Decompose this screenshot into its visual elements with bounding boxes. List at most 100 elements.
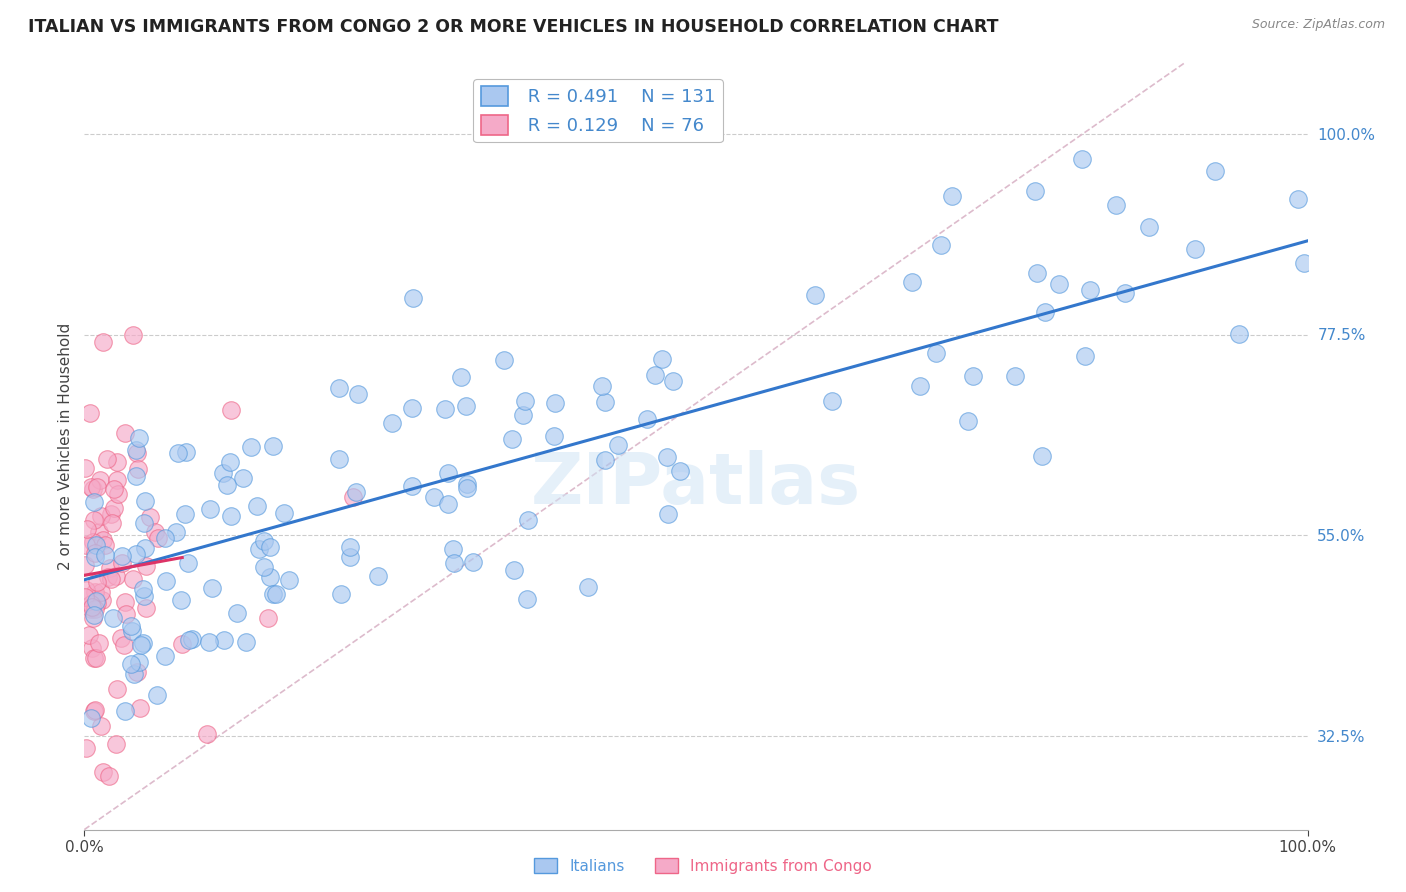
Point (1031, 449, 1053, 463)
Point (1204, 163, 1226, 178)
Point (176, 445, 198, 459)
Point (105, 682, 128, 697)
Point (262, 587, 284, 601)
Point (957, 414, 980, 428)
Point (96, 452, 118, 467)
Point (543, 429, 565, 443)
Point (100, 507, 122, 521)
Point (127, 665, 149, 679)
Point (232, 471, 254, 485)
Point (198, 635, 221, 649)
Point (134, 494, 156, 508)
Point (87, 524, 110, 539)
Point (1004, 369, 1026, 384)
Point (120, 657, 142, 671)
Point (155, 574, 177, 588)
Point (82, 482, 104, 496)
Point (90, 585, 112, 599)
Point (90, 719, 112, 733)
Point (97, 769, 120, 783)
Point (1227, 326, 1250, 341)
Point (139, 510, 162, 524)
Point (668, 464, 690, 478)
Point (114, 595, 136, 609)
Point (127, 461, 149, 475)
Point (77, 628, 100, 642)
Point (576, 581, 599, 595)
Point (135, 600, 157, 615)
Point (1074, 350, 1097, 364)
Point (177, 633, 200, 648)
Point (125, 468, 148, 483)
Point (111, 556, 134, 570)
Point (962, 368, 984, 383)
Point (80, 602, 103, 616)
Point (134, 541, 156, 556)
Point (83, 705, 105, 719)
Point (257, 611, 280, 625)
Point (328, 381, 350, 395)
Point (86, 575, 108, 590)
Point (344, 485, 367, 500)
Point (127, 446, 149, 460)
Point (122, 572, 145, 586)
Point (75, 740, 97, 755)
Point (177, 557, 200, 571)
Point (93, 533, 115, 548)
Point (219, 455, 242, 469)
Point (125, 547, 148, 561)
Point (401, 401, 423, 415)
Point (908, 379, 931, 393)
Point (264, 587, 287, 601)
Point (219, 508, 242, 523)
Point (89, 635, 111, 649)
Point (94, 537, 117, 551)
Point (247, 541, 270, 556)
Point (1047, 277, 1070, 292)
Point (100, 561, 122, 575)
Point (82, 599, 104, 614)
Point (84, 584, 107, 599)
Point (328, 452, 350, 467)
Point (114, 704, 136, 718)
Point (437, 497, 460, 511)
Point (200, 501, 222, 516)
Point (83, 650, 105, 665)
Point (105, 473, 128, 487)
Point (125, 442, 148, 457)
Point (367, 569, 389, 583)
Point (90, 509, 112, 524)
Point (456, 476, 478, 491)
Point (512, 408, 534, 422)
Point (153, 648, 176, 663)
Point (104, 568, 127, 582)
Point (381, 416, 404, 430)
Point (181, 632, 204, 647)
Point (225, 606, 247, 620)
Point (330, 587, 353, 601)
Point (339, 540, 361, 554)
Point (84, 601, 107, 615)
Point (83, 494, 105, 508)
Point (84, 594, 107, 608)
Point (259, 541, 281, 555)
Point (636, 412, 658, 426)
Point (83, 607, 105, 622)
Point (97, 570, 120, 584)
Point (170, 593, 193, 607)
Point (131, 582, 153, 596)
Text: ITALIAN VS IMMIGRANTS FROM CONGO 2 OR MORE VEHICLES IN HOUSEHOLD CORRELATION CHA: ITALIAN VS IMMIGRANTS FROM CONGO 2 OR MO… (28, 18, 998, 36)
Point (502, 563, 524, 577)
Point (107, 487, 129, 501)
Point (146, 531, 169, 545)
Point (235, 635, 257, 649)
Point (657, 507, 679, 521)
Point (434, 402, 457, 417)
Point (82, 640, 104, 655)
Point (73, 558, 96, 572)
Point (83, 703, 105, 717)
Point (129, 700, 152, 714)
Point (75, 583, 97, 598)
Point (253, 560, 276, 574)
Point (262, 439, 284, 453)
